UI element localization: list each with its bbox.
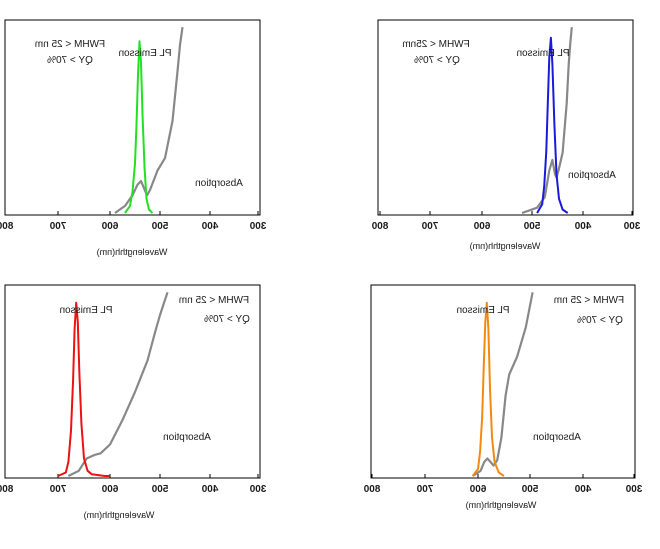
x-tick-label: 600 <box>469 484 486 495</box>
panel-4-absorption-label: Absorption <box>533 432 581 443</box>
panel-2-x-axis-label: Wavelengthh(nm) <box>470 241 541 251</box>
panel-1-ticks: 800 700 600 500 400 300 <box>0 211 266 232</box>
panel-3-ticks: 800 700 600 500 400 300 <box>0 474 266 495</box>
x-tick-label-group: 800 <box>0 484 13 495</box>
panel-2-ticks: 800 700 600 500 400 300 <box>371 211 640 232</box>
panel-4-fwhm-label: FWHM < 25 nm <box>554 295 624 306</box>
x-tick-label: 400 <box>574 221 591 232</box>
absorption-series <box>472 292 534 477</box>
x-tick-label-group: 600 <box>473 221 490 232</box>
panel-4-lines <box>471 292 534 477</box>
panel-4: 800 700 600 500 400 300 FWHM < 25 nm QY > 70%… <box>363 284 642 510</box>
x-tick-label: 300 <box>249 221 266 232</box>
x-tick-label-group: 500 <box>151 484 168 495</box>
x-tick-label-group: 700 <box>416 484 433 495</box>
x-tick-label: 300 <box>249 484 266 495</box>
x-tick-label-group: 500 <box>521 484 538 495</box>
x-tick-label-group: 800 <box>371 221 388 232</box>
x-tick-label: 800 <box>0 484 13 495</box>
x-tick-label-group: 400 <box>201 484 218 495</box>
x-tick-label-group: 600 <box>101 484 118 495</box>
panel-1-fwhm-label: FWHM < 25 nm <box>35 39 105 50</box>
panel-4-ticks: 800 700 600 500 400 300 <box>363 474 642 495</box>
x-tick-label: 600 <box>101 221 118 232</box>
x-tick-label-group: 600 <box>101 221 118 232</box>
panel-2-lines <box>521 27 573 215</box>
panel-3-absorption-label: Absorption <box>163 432 211 443</box>
panel-2: 800 700 600 500 400 300 FWHM < 25nm QY > 70% … <box>371 19 640 251</box>
panel-2-qy-label: QY > 70% <box>414 55 460 66</box>
panel-4-x-axis-label: Wavelengthh(nm) <box>466 500 537 510</box>
pl-emission-series <box>471 301 505 477</box>
panel-1: 800 700 600 500 400 300 FWHM < 25 nm QY > 70%… <box>0 19 266 257</box>
x-tick-label-group: 800 <box>363 484 380 495</box>
x-tick-label-group: 300 <box>249 221 266 232</box>
panel-1-frame <box>4 19 261 216</box>
x-tick-label-group: 400 <box>201 221 218 232</box>
x-tick-label: 700 <box>421 221 438 232</box>
pl-emission-series <box>57 301 110 477</box>
panel-2-absorption-label: Absorption <box>568 170 616 181</box>
panel-4-pl-label: PL Emisson <box>457 305 510 316</box>
x-tick-label-group: 500 <box>151 221 168 232</box>
x-tick-label: 600 <box>101 484 118 495</box>
x-tick-label-group: 700 <box>421 221 438 232</box>
x-tick-label: 800 <box>0 221 13 232</box>
panel-1-lines <box>114 27 184 214</box>
panel-2-frame <box>377 19 634 216</box>
panel-3-fwhm-label: FWHM < 25 nm <box>179 295 249 306</box>
x-tick-label: 400 <box>201 484 218 495</box>
x-tick-label-group: 700 <box>49 484 66 495</box>
x-tick-label: 300 <box>623 221 640 232</box>
x-tick-label: 800 <box>371 221 388 232</box>
x-tick-label: 800 <box>363 484 380 495</box>
panel-3-x-axis-label: Wavelengthh(nm) <box>84 510 155 520</box>
x-tick-label-group: 600 <box>469 484 486 495</box>
x-tick-label: 400 <box>574 484 591 495</box>
x-tick-label: 500 <box>521 484 538 495</box>
x-tick-label: 500 <box>151 221 168 232</box>
panel-4-qy-label: QY > 70% <box>577 315 623 326</box>
x-tick-label: 700 <box>416 484 433 495</box>
x-tick-label: 700 <box>49 484 66 495</box>
panel-2-fwhm-label: FWHM < 25nm <box>402 39 470 50</box>
x-tick-label-group: 700 <box>49 221 66 232</box>
panel-1-pl-label: PL Emisson <box>119 48 172 59</box>
panel-3-frame <box>4 284 261 479</box>
x-tick-label: 500 <box>523 221 540 232</box>
panel-4-frame <box>370 284 636 479</box>
panel-1-x-axis-label: Wavelengthh(nm) <box>97 247 168 257</box>
panel-1-absorption-label: Absorption <box>195 178 243 189</box>
x-tick-label-group: 500 <box>523 221 540 232</box>
panel-1-qy-label: QY > 70% <box>47 55 93 66</box>
x-tick-label: 500 <box>151 484 168 495</box>
pl-emission-series <box>536 36 569 214</box>
absorption-series <box>114 27 184 214</box>
x-tick-label: 300 <box>625 484 642 495</box>
x-tick-label-group: 400 <box>574 221 591 232</box>
x-tick-label-group: 400 <box>574 484 591 495</box>
pl-emission-series <box>124 40 154 214</box>
panel-2-pl-label: PL Emisson <box>517 48 570 59</box>
x-tick-label: 400 <box>201 221 218 232</box>
x-tick-label-group: 300 <box>623 221 640 232</box>
panel-3-lines <box>57 291 169 477</box>
panel-3: 800 700 600 500 400 300 FWHM < 25 nm QY > 70%… <box>0 284 266 520</box>
panel-3-qy-label: QY > 70% <box>204 314 250 325</box>
panel-3-pl-label: PL Emisson <box>60 305 113 316</box>
x-tick-label-group: 300 <box>625 484 642 495</box>
x-tick-label-group: 800 <box>0 221 13 232</box>
x-tick-label: 700 <box>49 221 66 232</box>
x-tick-label: 600 <box>473 221 490 232</box>
x-tick-label-group: 300 <box>249 484 266 495</box>
